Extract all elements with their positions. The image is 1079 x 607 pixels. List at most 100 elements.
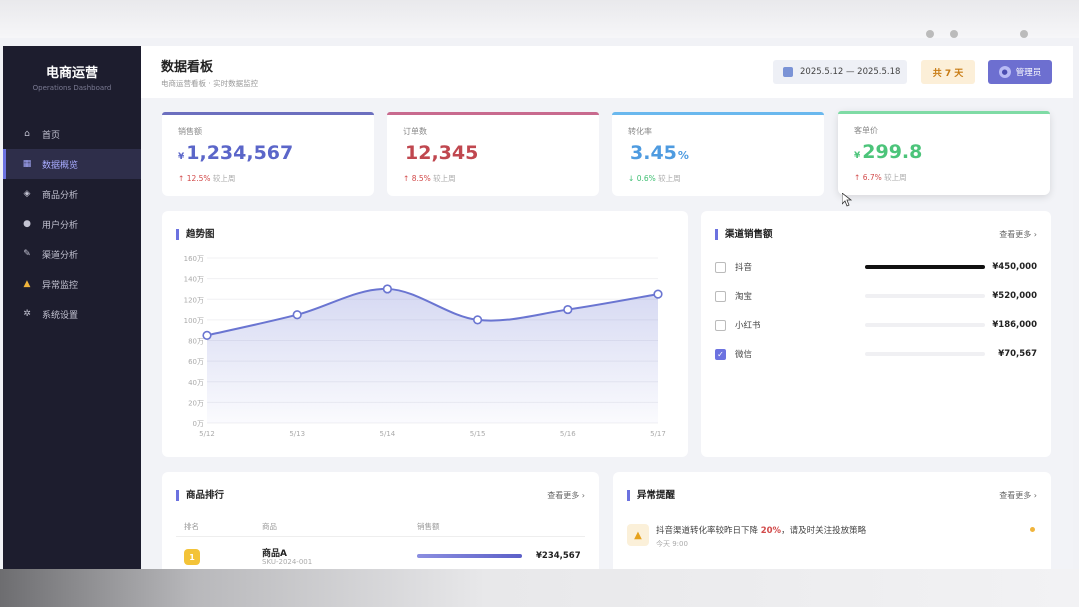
channel-name: 淘宝 — [735, 292, 753, 302]
kpi-trend: ↓ 0.6% 较上周 — [628, 173, 808, 184]
kpi-card-orders: 订单数 12,345 ↑ 8.5% 较上周 — [387, 112, 599, 196]
kpi-trend: ↑ 12.5% 较上周 — [178, 173, 358, 184]
channel-bar-fill — [865, 265, 985, 269]
trend-value: 6.7% — [862, 173, 882, 182]
channel-row[interactable]: ✓ 微信 ¥70,567 — [715, 346, 1037, 362]
channel-amount: ¥70,567 — [998, 349, 1037, 359]
sidebar-item-settings[interactable]: ✲ 系统设置 — [3, 299, 141, 329]
channel-checkbox[interactable] — [715, 319, 726, 331]
kpi-card-avg-price[interactable]: 客单价 ¥299.8 ↑ 6.7% 较上周 — [838, 111, 1050, 195]
alert-time: 今天 9:00 — [656, 540, 688, 548]
alerts-card: 异常提醒 查看更多 › ▲ 抖音渠道转化率较昨日下降 20%，请及时关注投放策略… — [613, 472, 1051, 569]
warning-icon: ▲ — [627, 524, 649, 546]
sidebar-item-label: 商品分析 — [42, 190, 79, 201]
data-point — [473, 315, 483, 325]
sidebar-item-products[interactable]: ◈ 商品分析 — [3, 179, 141, 209]
header: 数据看板 电商运营看板 · 实时数据监控 2025.5.12 — 2025.5.… — [141, 46, 1073, 98]
x-tick-label: 5/13 — [289, 430, 305, 438]
channel-row[interactable]: 淘宝 ¥520,000 — [715, 288, 1037, 304]
chart-icon: ▦ — [22, 159, 32, 169]
sidebar-item-home[interactable]: ⌂ 首页 — [3, 119, 141, 149]
trend-arrow-icon: ↑ — [854, 173, 861, 182]
days-badge: 共 7 天 — [921, 60, 975, 84]
trend-chart: 0万 20万 40万 60万 80万 100万 120万 140万 160万 5/12 5/13 5/… — [184, 255, 666, 438]
trend-value: 0.6% — [636, 174, 656, 183]
brand-subtitle: Operations Dashboard — [32, 84, 112, 92]
extension-icon[interactable] — [926, 30, 934, 38]
channel-checkbox[interactable] — [715, 290, 726, 302]
page-title: 数据看板 — [161, 59, 214, 75]
date-range-picker[interactable]: 2025.5.12 — 2025.5.18 — [773, 60, 907, 84]
kpi-accent-bar — [612, 112, 824, 115]
mouse-cursor — [842, 193, 852, 207]
box-icon: ◈ — [23, 189, 31, 199]
trend-value: 12.5% — [186, 174, 211, 183]
channel-name: 微信 — [735, 350, 753, 360]
channel-amount: ¥520,000 — [992, 291, 1037, 301]
ranking-title: 商品排行 — [176, 490, 224, 501]
kpi-label: 客单价 — [854, 126, 878, 135]
alert-message[interactable]: 抖音渠道转化率较昨日下降 20%，请及时关注投放策略 — [656, 524, 866, 536]
kpi-label: 转化率 — [628, 127, 652, 136]
channel-checkbox[interactable]: ✓ — [715, 348, 726, 360]
kpi-number: 3.45 — [630, 142, 677, 164]
channel-name: 小红书 — [735, 321, 761, 331]
series-line — [206, 287, 659, 337]
sidebar-item-channels[interactable]: ✎ 渠道分析 — [3, 239, 141, 269]
kpi-number: 1,234,567 — [186, 142, 294, 164]
y-tick-label: 20万 — [188, 399, 204, 407]
sidebar-item-label: 首页 — [42, 130, 61, 141]
channel-row[interactable]: 小红书 ¥186,000 — [715, 317, 1037, 333]
kpi-label: 销售额 — [178, 127, 202, 136]
channel-more-link[interactable]: 查看更多 › — [999, 230, 1037, 239]
kpi-trend: ↑ 8.5% 较上周 — [403, 173, 583, 184]
channel-amount: ¥450,000 — [992, 262, 1037, 272]
column-product: 商品 — [262, 522, 277, 531]
alert-text: 抖音渠道转化率较昨日下降 — [656, 526, 761, 536]
channel-row[interactable]: 抖音 ¥450,000 — [715, 259, 1037, 275]
kpi-number: 12,345 — [405, 142, 479, 164]
kpi-value: 12,345 — [403, 142, 583, 168]
app-window: 电商运营 Operations Dashboard ⌂ 首页 ▦ 数据概览 ◈ … — [3, 46, 1073, 569]
brand: 电商运营 Operations Dashboard — [3, 46, 141, 114]
y-tick-label: 80万 — [188, 338, 204, 346]
users-icon: ● — [23, 219, 31, 229]
channel-sales-card: 渠道销售额 查看更多 › 抖音 ¥450,000 淘宝 ¥520,000 小红书 ¥186… — [701, 211, 1051, 457]
channel-name: 抖音 — [735, 263, 753, 273]
sidebar-item-users[interactable]: ● 用户分析 — [3, 209, 141, 239]
y-tick-label: 120万 — [184, 296, 204, 304]
sidebar-item-alerts[interactable]: ▲ 异常监控 — [3, 269, 141, 299]
column-sales: 销售额 — [417, 522, 440, 531]
channel-sales-title: 渠道销售额 — [715, 229, 773, 240]
calendar-icon — [783, 67, 793, 77]
bottom-overlay — [0, 569, 1079, 607]
data-point — [202, 330, 212, 340]
sidebar-item-label: 系统设置 — [42, 310, 79, 321]
kpi-accent-bar — [387, 112, 599, 115]
trend-compare: 较上周 — [212, 174, 236, 183]
settings-icon[interactable] — [950, 30, 958, 38]
channel-checkbox[interactable] — [715, 261, 726, 273]
ranking-table-header: 排名 商品 销售额 — [176, 521, 585, 537]
ranking-more-link[interactable]: 查看更多 › — [547, 491, 585, 500]
data-point — [653, 289, 663, 299]
trend-chart-card: 趋势图 0万 20万 40万 60万 80万 100万 120万 140万 160万 5/12 5/… — [162, 211, 688, 457]
alerts-more-link[interactable]: 查看更多 › — [999, 491, 1037, 500]
series-area — [207, 288, 658, 423]
trend-arrow-icon: ↓ — [628, 174, 635, 183]
data-point — [563, 304, 573, 315]
y-tick-label: 140万 — [184, 276, 204, 284]
profile-icon[interactable] — [1020, 30, 1028, 38]
sidebar-item-overview[interactable]: ▦ 数据概览 — [3, 149, 141, 179]
sidebar-item-label: 用户分析 — [42, 220, 79, 231]
sidebar-item-label: 异常监控 — [42, 280, 79, 291]
product-sales-track — [417, 554, 522, 558]
kpi-prefix: ¥ — [178, 152, 185, 162]
kpi-trend: ↑ 6.7% 较上周 — [854, 172, 1034, 183]
admin-button[interactable]: ● 管理员 — [988, 60, 1052, 84]
y-tick-label: 160万 — [184, 255, 204, 263]
kpi-card-conversion: 转化率 3.45% ↓ 0.6% 较上周 — [612, 112, 824, 196]
unread-dot — [1030, 527, 1035, 532]
trend-arrow-icon: ↑ — [178, 174, 185, 183]
product-name[interactable]: 商品A — [262, 549, 287, 559]
